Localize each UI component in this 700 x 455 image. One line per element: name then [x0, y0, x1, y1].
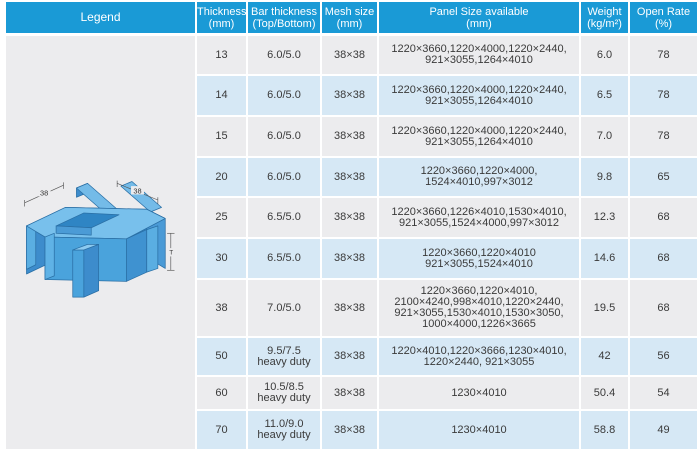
cell-weight: 9.8: [581, 158, 628, 198]
cell-panel-size: 1220×3660,1220×4000,1220×2440, 921×3055,1…: [379, 76, 579, 117]
cell-bar-thickness: 6.0/5.0: [248, 76, 320, 117]
cell-panel-size: 1220×3660,1220×4010, 2100×4240,998×4010,1…: [379, 280, 579, 338]
table-row: 30 6.5/5.0 38×38 1220×3660,1220×4010 921×…: [6, 239, 697, 280]
cell-weight: 42: [581, 338, 628, 377]
header-row: Legend Thickness (mm) Bar thickness (Top/B…: [6, 2, 697, 36]
table-row: 20 6.0/5.0 38×38 1220×3660,1220×4000, 152…: [6, 158, 697, 198]
header-mesh-size: Mesh size (mm): [322, 2, 377, 36]
cell-open-rate: 68: [630, 198, 697, 239]
cell-bar-thickness: 6.5/5.0: [248, 239, 320, 280]
cell-open-rate: 78: [630, 36, 697, 76]
cell-mesh-size: 38×38: [322, 411, 377, 451]
cell-thickness: 13: [197, 36, 246, 76]
cell-thickness: 25: [197, 198, 246, 239]
cell-bar-thickness: 11.0/9.0 heavy duty: [248, 411, 320, 451]
cell-mesh-size: 38×38: [322, 117, 377, 158]
header-thickness: Thickness (mm): [197, 2, 247, 36]
cell-panel-size: 1230×4010: [379, 411, 579, 451]
cell-panel-size: 1220×3660,1220×4000,1220×2440, 921×3055,1…: [379, 36, 579, 76]
cell-bar-thickness: 6.5/5.0: [248, 198, 320, 239]
cell-open-rate: 68: [630, 239, 697, 280]
cell-open-rate: 78: [630, 76, 697, 117]
cell-open-rate: 68: [630, 280, 697, 338]
header-weight: Weight (kg/m²): [581, 2, 628, 36]
svg-text:38: 38: [40, 188, 48, 197]
cell-weight: 19.5: [581, 280, 628, 338]
cell-thickness: 15: [197, 117, 246, 158]
cell-weight: 6.5: [581, 76, 628, 117]
cell-weight: 7.0: [581, 117, 628, 158]
cell-panel-size: 1220×3660,1220×4000, 1524×4010,997×3012: [379, 158, 579, 198]
spec-table: Legend Thickness (mm) Bar thickness (Top/B…: [4, 2, 699, 451]
cell-mesh-size: 38×38: [322, 280, 377, 338]
cell-bar-thickness: 6.0/5.0: [248, 36, 320, 76]
header-panel-size: Panel Size available (mm): [379, 2, 579, 36]
cell-weight: 14.6: [581, 239, 628, 280]
table-row: 15 6.0/5.0 38×38 1220×3660,1220×4000,122…: [6, 117, 697, 158]
cell-mesh-size: 38×38: [322, 377, 377, 411]
cell-bar-thickness: 9.5/7.5 heavy duty: [248, 338, 320, 377]
cell-thickness: 14: [197, 76, 246, 117]
svg-text:38: 38: [133, 186, 141, 195]
fiberglass-grating-diagram-icon: 38 38 T: [24, 180, 176, 297]
cell-mesh-size: 38×38: [322, 338, 377, 377]
cell-panel-size: 1220×3660,1220×4010 921×3055,1524×4010: [379, 239, 579, 280]
cell-weight: 50.4: [581, 377, 628, 411]
cell-mesh-size: 38×38: [322, 158, 377, 198]
cell-thickness: 20: [197, 158, 246, 198]
grating-spec-sheet: Legend Thickness (mm) Bar thickness (Top/B…: [4, 2, 697, 451]
cell-mesh-size: 38×38: [322, 76, 377, 117]
cell-open-rate: 49: [630, 411, 697, 451]
cell-open-rate: 65: [630, 158, 697, 198]
cell-thickness: 50: [197, 338, 246, 377]
header-open-rate: Open Rate (%): [630, 2, 697, 36]
cell-open-rate: 54: [630, 377, 697, 411]
table-row: 70 11.0/9.0 heavy duty 38×38 1230×4010 58…: [6, 411, 697, 451]
cell-thickness: 60: [197, 377, 246, 411]
cell-mesh-size: 38×38: [322, 198, 377, 239]
svg-text:T: T: [169, 249, 173, 256]
cell-open-rate: 78: [630, 117, 697, 158]
cell-panel-size: 1220×3660,1226×4010,1530×4010, 921×3055,1…: [379, 198, 579, 239]
cell-panel-size: 1220×3660,1220×4000,1220×2440, 921×3055,1…: [379, 117, 579, 158]
cell-bar-thickness: 6.0/5.0: [248, 117, 320, 158]
table-row: 38 38 T 13 6.0/5.0 38×38 1220×3660,1220×…: [6, 36, 697, 451]
table-row: 25 6.5/5.0 38×38 1220×3660,1226×4010,153…: [6, 198, 697, 239]
cell-panel-size: 1230×4010: [379, 377, 579, 411]
cell-thickness: 38: [197, 280, 246, 338]
table-row: 60 10.5/8.5 heavy duty 38×38 1230×4010 50…: [6, 377, 697, 411]
cell-mesh-size: 38×38: [322, 239, 377, 280]
cell-weight: 58.8: [581, 411, 628, 451]
legend-cell: 38 38 T: [6, 36, 195, 451]
cell-bar-thickness: 7.0/5.0: [248, 280, 320, 338]
cell-thickness: 30: [197, 239, 246, 280]
cell-weight: 6.0: [581, 36, 628, 76]
cell-weight: 12.3: [581, 198, 628, 239]
header-bar-thickness: Bar thickness (Top/Bottom): [248, 2, 320, 36]
table-row: 14 6.0/5.0 38×38 1220×3660,1220×4000,122…: [6, 76, 697, 117]
cell-bar-thickness: 10.5/8.5 heavy duty: [248, 377, 320, 411]
cell-open-rate: 56: [630, 338, 697, 377]
cell-mesh-size: 38×38: [322, 36, 377, 76]
cell-panel-size: 1220×4010,1220×3666,1230×4010, 1220×2440,…: [379, 338, 579, 377]
cell-bar-thickness: 6.0/5.0: [248, 158, 320, 198]
table-row: 38 7.0/5.0 38×38 1220×3660,1220×4010, 210…: [6, 280, 697, 338]
cell-thickness: 70: [197, 411, 246, 451]
table-row: 50 9.5/7.5 heavy duty 38×38 1220×4010,122…: [6, 338, 697, 377]
header-legend: Legend: [6, 2, 195, 36]
